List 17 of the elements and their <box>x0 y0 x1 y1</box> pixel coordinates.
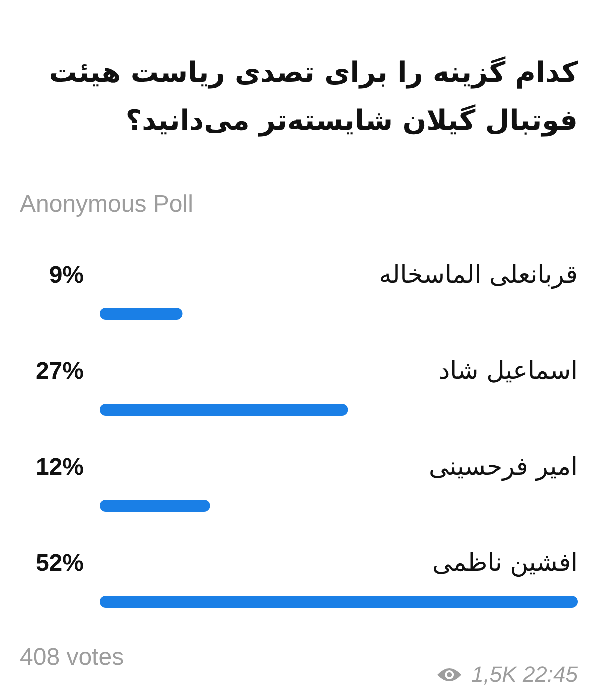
y-tick-label: افشین ناظمی <box>432 548 578 578</box>
text: 1,5K <box>472 662 518 687</box>
bar <box>100 308 183 320</box>
y-tick-label: امیر فرحسینی <box>428 452 578 482</box>
chart-subtitle: Anonymous Poll <box>20 191 194 218</box>
bar <box>100 404 348 416</box>
bar <box>100 500 210 512</box>
text: 408 votes <box>20 644 124 671</box>
y-tick-label: قربانعلی الماسخاله <box>379 260 578 290</box>
bar <box>100 596 578 608</box>
chart-title: کدام گزینه را برای تصدی ریاست هیئت فوتبال گیلان شایسته‌تر می‌دانید؟ <box>49 56 579 137</box>
data-label: 27% <box>36 358 84 385</box>
text: 22:45 <box>516 662 579 687</box>
data-label: 9% <box>49 262 84 289</box>
y-tick-label: اسماعیل شاد <box>438 356 578 385</box>
data-label: 52% <box>36 550 84 577</box>
data-label: 12% <box>36 454 84 481</box>
